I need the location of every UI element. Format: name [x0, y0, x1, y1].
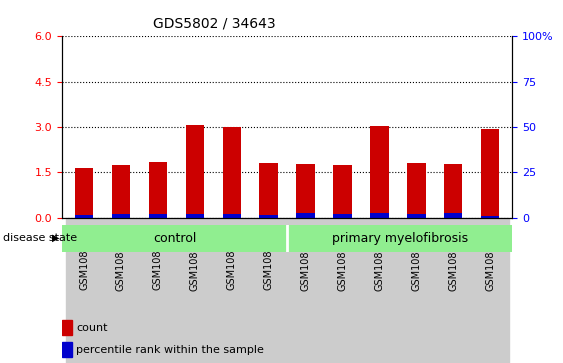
Bar: [260, 163, 278, 218]
Text: percentile rank within the sample: percentile rank within the sample: [77, 345, 264, 355]
Text: count: count: [77, 323, 108, 333]
Bar: [222, 214, 241, 218]
Bar: [287, 225, 512, 252]
Bar: [407, 214, 426, 218]
Bar: [444, 213, 462, 218]
Bar: [149, 213, 167, 218]
Bar: [102, 218, 140, 363]
Bar: [296, 213, 315, 218]
Bar: [481, 216, 499, 218]
Bar: [472, 218, 508, 363]
Bar: [62, 225, 287, 252]
Bar: [62, 342, 72, 357]
Bar: [213, 218, 250, 363]
Bar: [370, 126, 388, 218]
Bar: [222, 127, 241, 218]
Bar: [407, 163, 426, 218]
Bar: [361, 218, 398, 363]
Text: control: control: [153, 232, 196, 245]
Bar: [149, 162, 167, 218]
Bar: [287, 218, 324, 363]
Bar: [66, 218, 102, 363]
Bar: [186, 214, 204, 218]
Bar: [112, 165, 130, 218]
Bar: [333, 214, 352, 218]
Bar: [75, 215, 93, 218]
Bar: [481, 130, 499, 218]
Bar: [333, 165, 352, 218]
Bar: [260, 215, 278, 218]
Text: GDS5802 / 34643: GDS5802 / 34643: [153, 16, 275, 30]
Bar: [176, 218, 213, 363]
Bar: [398, 218, 435, 363]
Bar: [112, 213, 130, 218]
Text: disease state: disease state: [3, 233, 77, 243]
Bar: [62, 320, 72, 335]
Bar: [250, 218, 287, 363]
Bar: [444, 164, 462, 218]
Bar: [186, 125, 204, 218]
Text: ▶: ▶: [52, 233, 59, 243]
Bar: [370, 213, 388, 218]
Bar: [435, 218, 472, 363]
Text: primary myelofibrosis: primary myelofibrosis: [332, 232, 468, 245]
Bar: [296, 164, 315, 218]
Bar: [324, 218, 361, 363]
Bar: [140, 218, 176, 363]
Bar: [75, 168, 93, 218]
